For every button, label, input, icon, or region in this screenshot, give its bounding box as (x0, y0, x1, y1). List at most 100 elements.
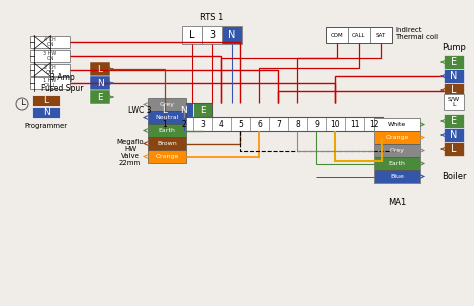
Text: Grey: Grey (159, 102, 174, 107)
Bar (374, 144, 420, 157)
Bar (374, 131, 420, 144)
Text: Brown: Brown (157, 141, 177, 146)
Bar (269, 117, 288, 131)
Bar (30, 77, 70, 89)
Bar (32, 95, 60, 106)
Bar (231, 117, 250, 131)
Text: 5: 5 (238, 120, 243, 129)
Bar (250, 117, 269, 131)
Text: N: N (43, 108, 49, 117)
Text: Grey: Grey (390, 148, 404, 153)
Bar (90, 62, 110, 76)
Text: RTS 1: RTS 1 (201, 13, 224, 22)
Bar (148, 98, 186, 111)
Bar (148, 124, 186, 137)
Text: Megaflo
HW
Valve
22mm: Megaflo HW Valve 22mm (116, 139, 144, 166)
Bar (148, 137, 186, 150)
Bar (30, 36, 70, 48)
Text: CALL: CALL (352, 32, 366, 38)
Bar (370, 27, 392, 43)
Text: E: E (451, 57, 457, 67)
Bar (155, 117, 174, 131)
Bar (364, 117, 383, 131)
Text: SAT: SAT (376, 32, 386, 38)
Text: L: L (189, 30, 195, 40)
Text: Indirect
Thermal coil: Indirect Thermal coil (395, 27, 438, 40)
Text: L: L (44, 96, 48, 105)
Text: 11: 11 (350, 120, 359, 129)
Text: 9: 9 (314, 120, 319, 129)
Text: Earth: Earth (159, 128, 175, 133)
Text: 4 CH
ON: 4 CH ON (44, 37, 56, 47)
Text: 4: 4 (219, 120, 224, 129)
Bar (30, 64, 70, 76)
Bar (444, 128, 464, 142)
Text: E: E (451, 116, 457, 126)
Text: 3: 3 (209, 30, 215, 40)
Text: 1 HW
CALL: 1 HW CALL (44, 78, 56, 88)
Text: LWC 3: LWC 3 (128, 106, 151, 114)
Text: 2: 2 (181, 120, 186, 129)
Text: 1: 1 (162, 120, 167, 129)
Text: N: N (450, 130, 458, 140)
Bar (326, 27, 392, 43)
Text: N: N (228, 30, 236, 40)
Text: 3: 3 (200, 120, 205, 129)
Bar (348, 27, 370, 43)
Bar (193, 117, 212, 131)
Bar (155, 117, 383, 131)
Bar (288, 117, 307, 131)
Text: N: N (180, 106, 187, 114)
Bar (30, 50, 70, 62)
Bar (374, 118, 420, 183)
Text: Orange: Orange (155, 154, 179, 159)
Text: Programmer: Programmer (25, 123, 68, 129)
Bar (202, 26, 222, 44)
Text: Pump: Pump (442, 43, 466, 52)
Bar (90, 76, 110, 90)
Bar (90, 90, 110, 104)
Text: Orange: Orange (385, 135, 409, 140)
Bar (444, 94, 464, 110)
Text: S/W
L: S/W L (448, 97, 460, 107)
Text: L: L (451, 85, 457, 95)
Bar (444, 142, 464, 156)
Text: Neutral: Neutral (155, 115, 179, 120)
Text: E: E (97, 92, 103, 102)
Bar (222, 26, 242, 44)
Bar (374, 170, 420, 183)
Bar (444, 69, 464, 83)
Text: 3 Amp
Fused Spur: 3 Amp Fused Spur (41, 73, 83, 93)
Bar (444, 55, 464, 69)
Text: E: E (200, 106, 205, 114)
Bar (148, 111, 186, 124)
Text: 2 CH
OFF: 2 CH OFF (44, 65, 56, 75)
Bar (174, 117, 193, 131)
Text: L: L (98, 65, 102, 73)
Text: 7: 7 (276, 120, 281, 129)
Bar (374, 118, 420, 131)
Text: L: L (451, 144, 457, 154)
Bar (326, 27, 348, 43)
Text: 8: 8 (295, 120, 300, 129)
Bar (182, 26, 202, 44)
Text: L: L (162, 106, 167, 114)
Text: N: N (450, 71, 458, 81)
Text: Earth: Earth (389, 161, 405, 166)
Text: 10: 10 (331, 120, 340, 129)
Bar (155, 103, 174, 117)
Bar (345, 117, 364, 131)
Text: White: White (388, 122, 406, 127)
Text: COM: COM (331, 32, 343, 38)
Bar (326, 117, 345, 131)
Bar (174, 103, 193, 117)
Bar (212, 117, 231, 131)
Text: MA1: MA1 (388, 198, 406, 207)
Bar (444, 114, 464, 128)
Bar (444, 83, 464, 97)
Text: N: N (97, 79, 103, 88)
Bar (32, 107, 60, 118)
Text: 3 HW
ON: 3 HW ON (44, 50, 56, 62)
Text: 6: 6 (257, 120, 262, 129)
Bar (193, 103, 212, 117)
